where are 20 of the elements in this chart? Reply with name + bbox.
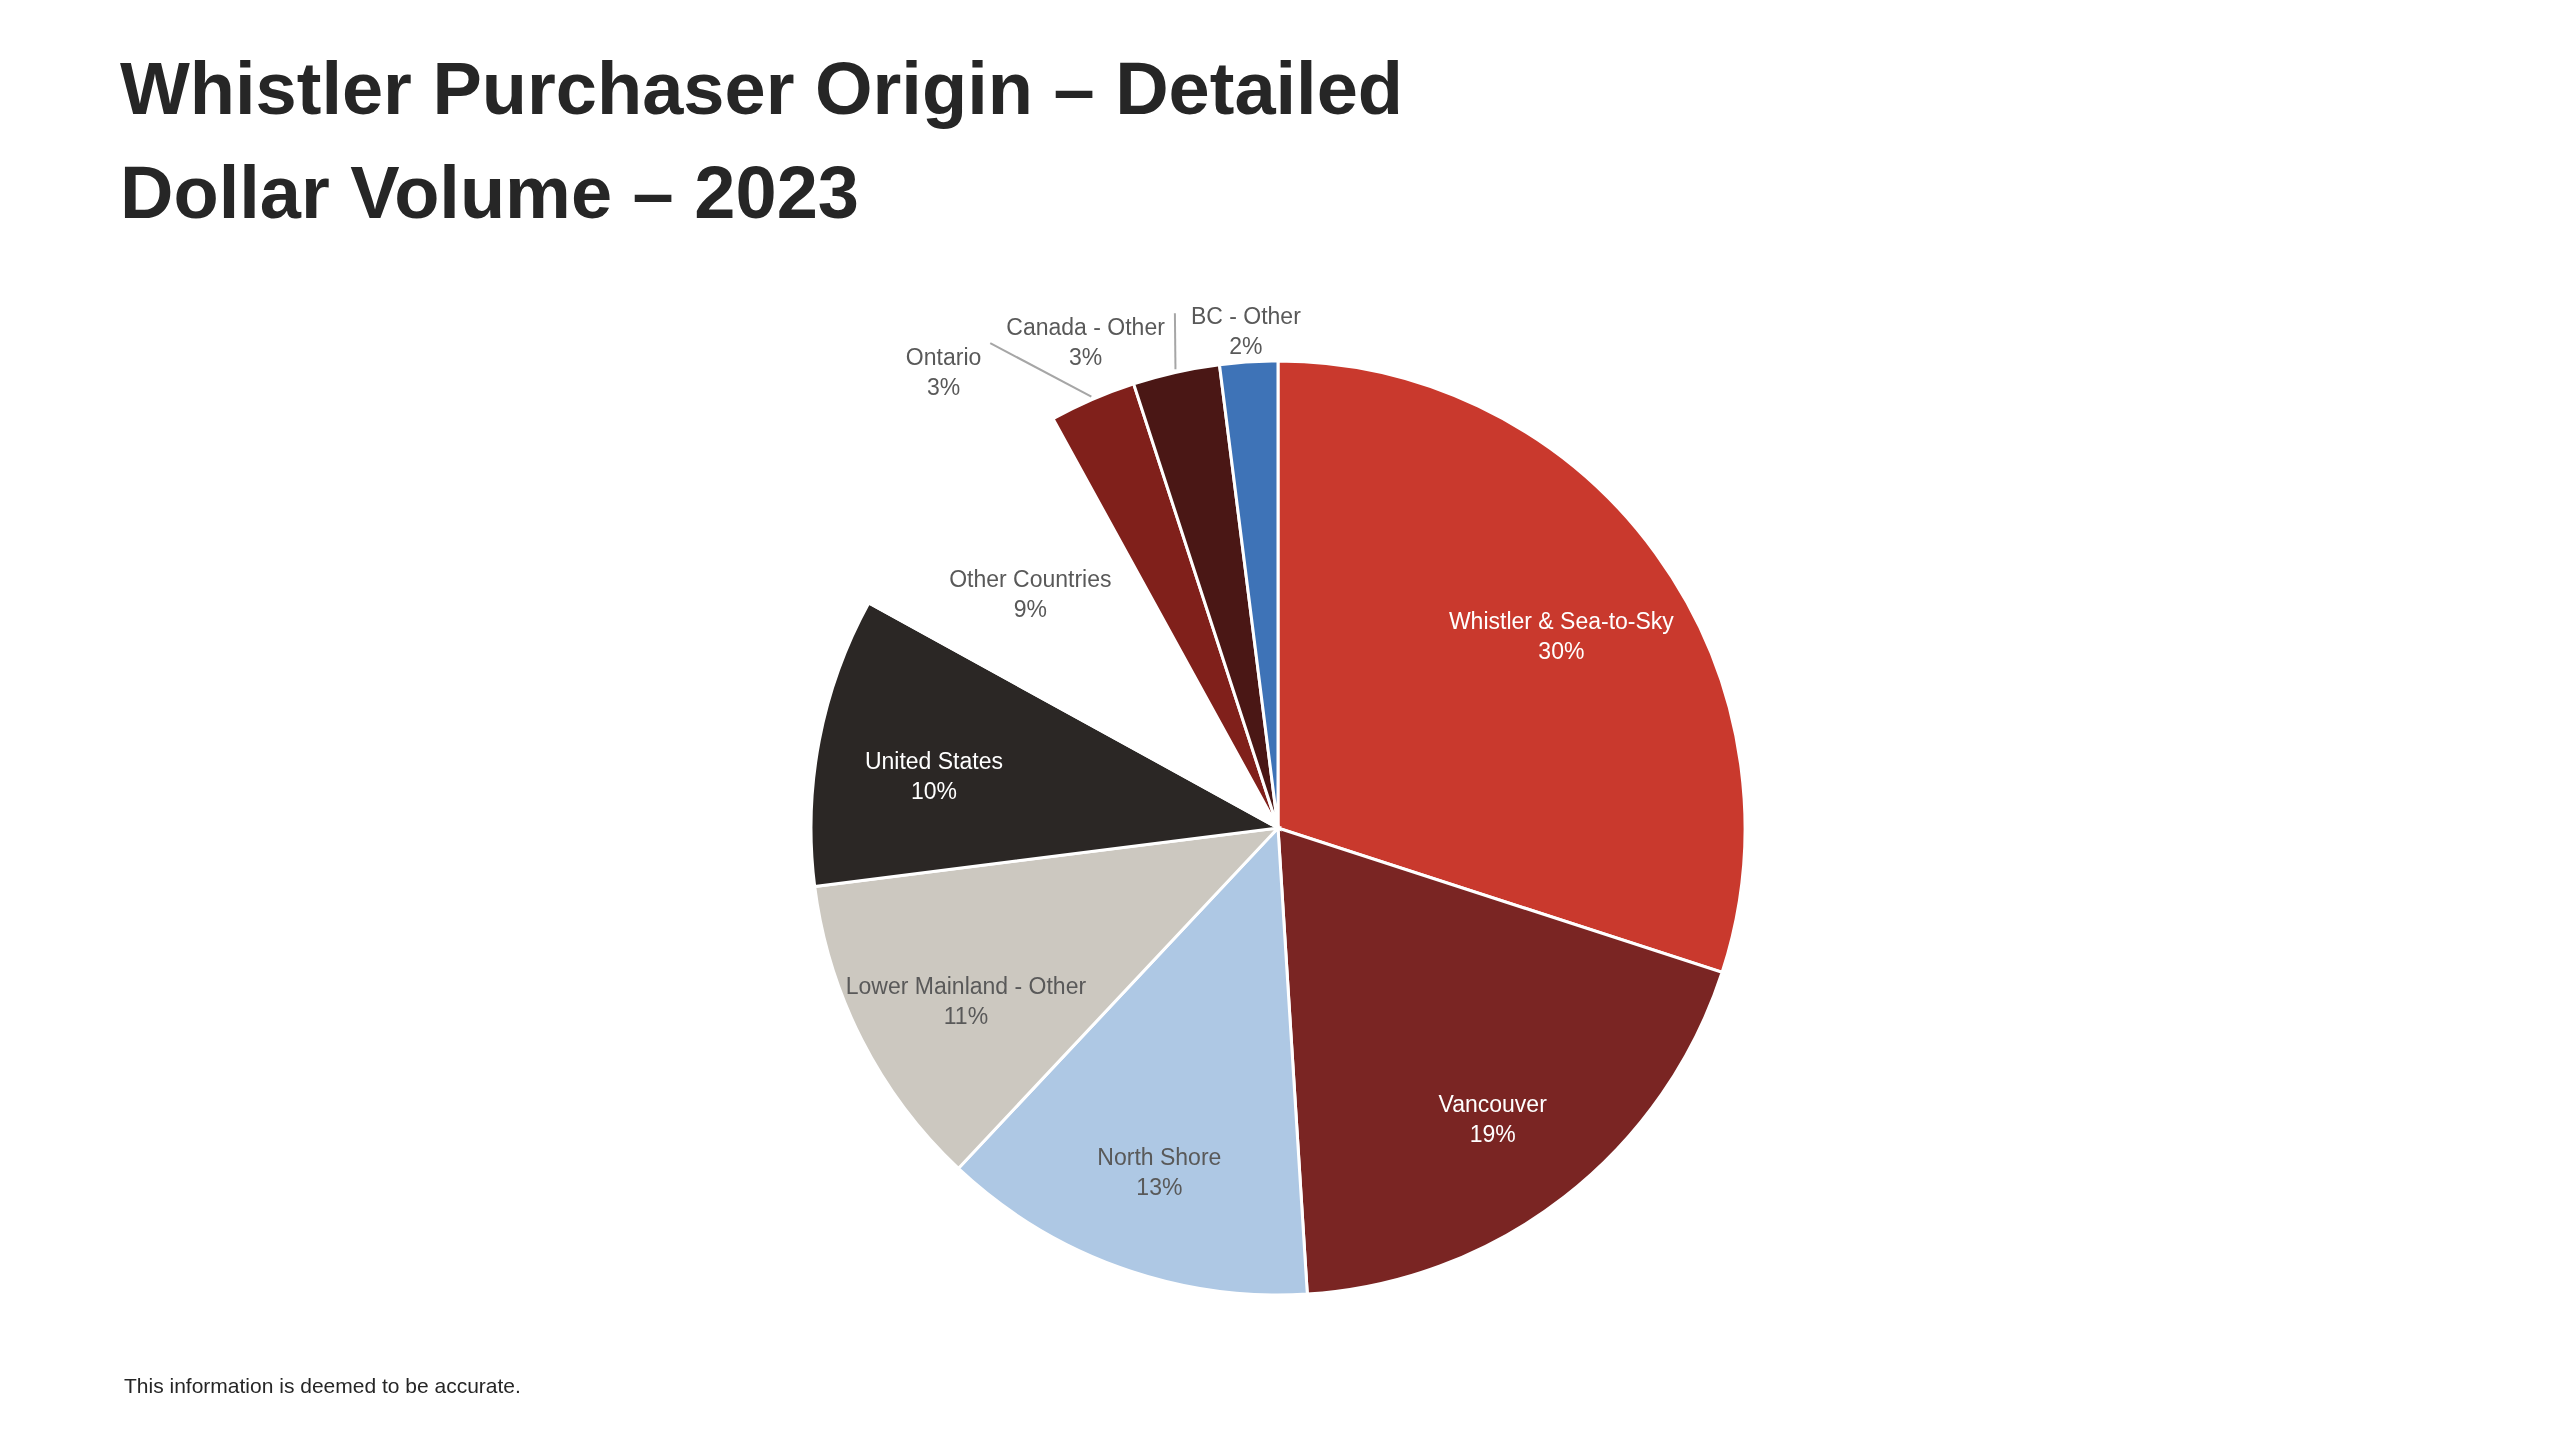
slice-label: United States	[864, 748, 1003, 775]
data-label: 13%	[1136, 1173, 1183, 1200]
text: This information is deemed to be accurate.	[124, 1374, 521, 1397]
data-label: 30%	[1538, 638, 1585, 665]
slice-label: Vancouver	[1438, 1090, 1548, 1117]
data-label: 3%	[1068, 344, 1103, 371]
data-label: 19%	[1469, 1120, 1516, 1147]
slice-label: Canada - Other	[1006, 314, 1166, 341]
slice-label: Lower Mainland - Other	[845, 973, 1087, 1000]
slice-label: Ontario	[905, 344, 982, 371]
data-label: 10%	[910, 778, 957, 805]
data-label: 2%	[1229, 333, 1263, 360]
slice-label: Whistler & Sea-to-Sky	[1448, 608, 1675, 635]
data-label: 11%	[943, 1003, 989, 1030]
data-label: 9%	[1013, 596, 1047, 623]
data-label: 3%	[926, 374, 961, 401]
slice-label: Other Countries	[949, 566, 1112, 593]
slice-label: BC - Other	[1190, 303, 1302, 330]
slice-label: North Shore	[1097, 1143, 1222, 1170]
chart-title: Whistler Purchaser Origin – Detailed Dollar Volume – 2023	[120, 47, 1404, 234]
